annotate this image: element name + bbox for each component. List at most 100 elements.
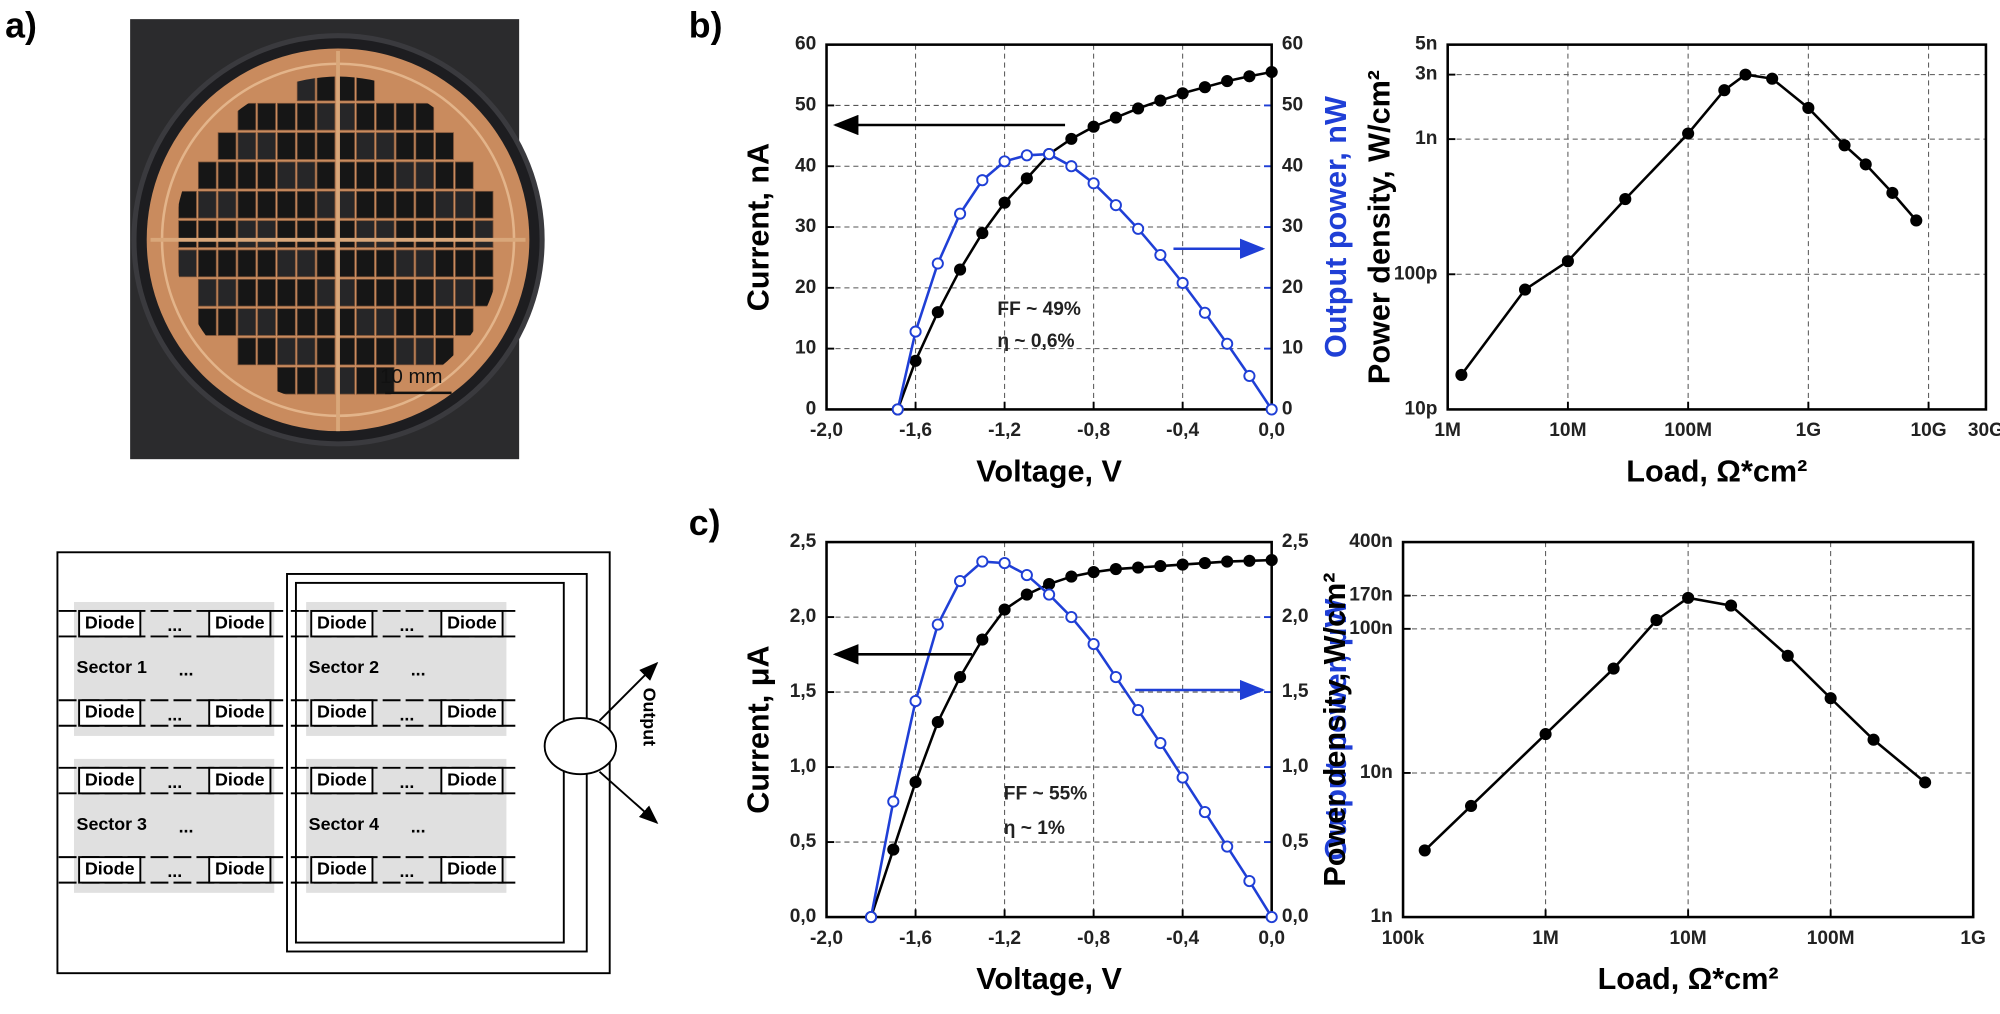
y2-tick-label: 40 <box>1282 155 1303 176</box>
photo-tile <box>316 190 336 219</box>
photo-tile <box>257 337 276 366</box>
photo-tile <box>197 278 217 307</box>
x-tick-label: -2,0 <box>810 928 843 949</box>
photo-tile <box>296 190 316 219</box>
photo-tile <box>375 249 395 278</box>
data-point <box>1919 776 1932 789</box>
annotation: FF ~ 55% <box>1004 784 1087 805</box>
photo-tile <box>395 249 415 278</box>
y-tick-label: 50 <box>795 94 816 115</box>
photo-tile <box>277 337 296 366</box>
data-point <box>1132 102 1145 115</box>
data-point <box>998 557 1011 570</box>
data-point <box>1838 139 1851 152</box>
x-tick-label: 100M <box>1664 420 1712 441</box>
x-tick-label: -1,6 <box>899 928 932 949</box>
sector-label: Sector 2 <box>309 657 379 677</box>
photo-tile <box>395 161 415 190</box>
photo-tile <box>217 190 237 219</box>
photo-tile <box>296 278 316 307</box>
x-tick-label: -1,2 <box>988 928 1021 949</box>
data-point <box>1109 199 1122 212</box>
y-tick-label: 1n <box>1415 128 1437 149</box>
photo-tile <box>395 132 415 160</box>
y2-tick-label: 2,5 <box>1282 531 1309 552</box>
data-point <box>1065 570 1078 583</box>
photo-tile <box>356 337 375 366</box>
data-point <box>1682 127 1695 140</box>
y-tick-label: 60 <box>795 34 816 55</box>
photo-tile <box>217 220 237 248</box>
diode <box>310 766 374 795</box>
data-point <box>1619 193 1632 206</box>
diode <box>78 856 142 884</box>
y-tick-label: 2,0 <box>790 606 817 627</box>
y-tick-label: 100n <box>1349 618 1393 639</box>
photo-tile <box>356 76 375 102</box>
data-point <box>1132 704 1145 717</box>
photo-tile <box>435 190 454 219</box>
y2-tick-label: 30 <box>1282 216 1303 237</box>
y-tick-label: 30 <box>795 216 816 237</box>
plot-frame <box>1446 43 1988 411</box>
sector-label: Sector 3 <box>77 814 147 834</box>
x-tick-label: 1G <box>1960 928 1986 949</box>
photo-tile <box>197 190 217 219</box>
y-tick-label: 2,5 <box>790 531 817 552</box>
photo-tile <box>395 337 415 366</box>
photo-tile <box>197 220 217 248</box>
photo-tile <box>217 132 237 160</box>
ellipsis: ... <box>399 704 414 724</box>
x-tick-label: -1,6 <box>899 420 932 441</box>
data-point <box>1020 149 1033 162</box>
data-point <box>998 196 1011 209</box>
data-point <box>1265 911 1278 924</box>
x-tick-label: 1G <box>1796 420 1822 441</box>
data-point <box>1781 649 1794 662</box>
x-tick-label: 0,0 <box>1258 928 1285 949</box>
photo-tile <box>415 161 435 190</box>
data-point <box>887 795 900 808</box>
y-tick-label: 0,5 <box>790 831 817 852</box>
diode-label: Diode <box>317 859 367 879</box>
photo-tile <box>257 161 276 190</box>
diode-label: Diode <box>317 612 367 632</box>
photo-tile <box>277 102 296 131</box>
data-point <box>1154 248 1167 262</box>
photo-tile <box>316 366 336 395</box>
diode-label: Diode <box>317 769 367 789</box>
diode <box>78 766 142 795</box>
photo-tile <box>257 249 276 278</box>
photo-tile <box>277 366 296 395</box>
x-axis-label: Voltage, V <box>976 962 1122 996</box>
photo-tile <box>257 190 276 219</box>
photo-tile <box>474 220 494 248</box>
data-point <box>1243 554 1256 567</box>
photo-tile <box>375 102 395 131</box>
photo-tile <box>178 249 197 278</box>
photo-tile <box>375 337 395 366</box>
y2-axis-label: Output power, μW <box>1319 599 1353 861</box>
photo-tile <box>316 337 336 366</box>
x-tick-label: -1,2 <box>988 420 1021 441</box>
series-line <box>896 70 1272 410</box>
ellipsis: ... <box>167 772 182 792</box>
photo-tile <box>296 337 316 366</box>
photo-tile <box>415 337 435 366</box>
data-point <box>1198 557 1211 570</box>
y2-tick-label: 50 <box>1282 94 1303 115</box>
data-point <box>1176 276 1189 290</box>
photo-tile <box>395 278 415 307</box>
photo-tile <box>296 220 316 248</box>
data-point <box>1265 554 1278 567</box>
y2-axis-label: Output power, nW <box>1319 96 1353 358</box>
photo-tile <box>296 102 316 131</box>
data-point <box>931 716 944 729</box>
data-point <box>1539 728 1552 741</box>
photo-tile <box>197 161 217 190</box>
photo-tile <box>454 220 474 248</box>
y-tick-label: 20 <box>795 277 816 298</box>
x-axis-label: Load, Ω*cm² <box>1598 962 1779 996</box>
data-point <box>1043 588 1056 601</box>
y-tick-label: 1n <box>1371 906 1393 927</box>
